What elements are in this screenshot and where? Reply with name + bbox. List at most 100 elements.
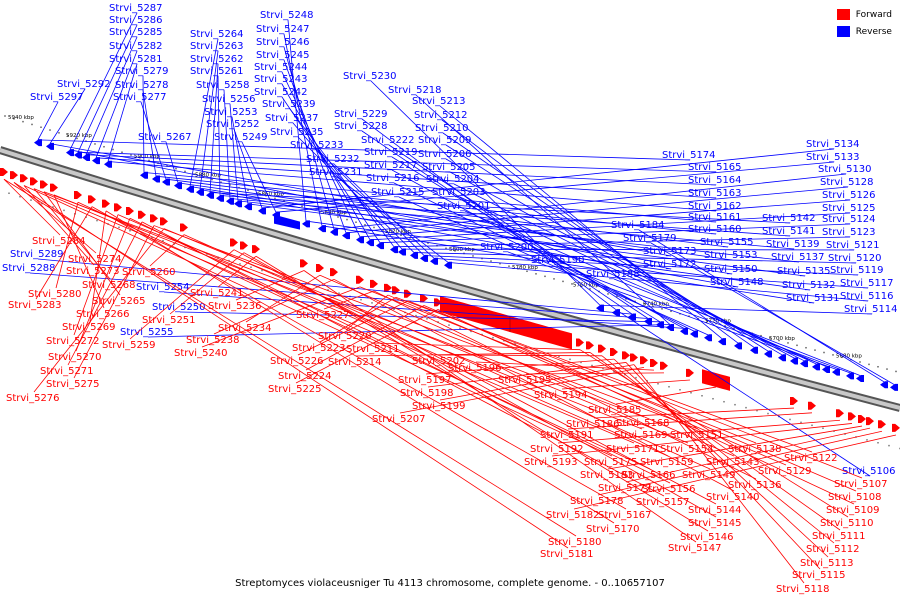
scale-dot [96, 219, 98, 222]
scale-tick-label: 5700 kbp [769, 336, 795, 342]
scale-dot [52, 206, 54, 208]
scale-dot [239, 263, 241, 265]
forward-label-connector [607, 425, 863, 470]
scale-dot [635, 376, 637, 379]
reverse-gene-label: Strvi_5287 [109, 3, 163, 14]
scale-dot [562, 280, 564, 283]
legend: Forward Reverse [836, 6, 892, 40]
reverse-gene-label: Strvi_5114 [844, 304, 898, 315]
forward-gene-label: Strvi_5193 [524, 457, 578, 468]
forward-gene-label: Strvi_5112 [806, 544, 860, 555]
forward-gene-label: Strvi_5159 [640, 457, 694, 468]
reverse-gene-label: Strvi_5267 [138, 132, 192, 143]
scale-dot [129, 229, 131, 232]
reverse-label-connector [433, 257, 869, 289]
reverse-gene-label: Strvi_5235 [270, 127, 324, 138]
reverse-gene-label: Strvi_5210 [415, 123, 469, 134]
forward-label-connector [35, 206, 93, 300]
forward-gene-arrow [180, 223, 188, 232]
reverse-gene-label: Strvi_5229 [334, 109, 388, 120]
forward-gene-arrow [74, 191, 82, 200]
scale-dot [250, 266, 252, 268]
forward-gene-label: Strvi_5240 [174, 348, 228, 359]
reverse-gene-arrow [376, 242, 384, 250]
reverse-gene-label: Strvi_5125 [822, 203, 876, 214]
forward-gene-label: Strvi_5265 [92, 296, 146, 307]
scale-dot [796, 344, 798, 347]
forward-label-connector [439, 364, 635, 401]
forward-gene-label: Strvi_5110 [820, 518, 874, 529]
forward-gene-label: Strvi_5170 [586, 524, 640, 535]
reverse-gene-label: Strvi_5201 [437, 201, 491, 212]
forward-gene-label: Strvi_5236 [208, 301, 262, 312]
scale-dot [31, 123, 33, 126]
scale-dot [103, 145, 105, 148]
reverse-gene-label: Strvi_5231 [309, 167, 363, 178]
forward-gene-label: Strvi_5284 [32, 236, 86, 247]
reverse-label-connector [336, 176, 449, 263]
scale-dot [580, 361, 582, 364]
scale-dot [733, 327, 735, 330]
reverse-gene-label: Strvi_5239 [262, 99, 316, 110]
reverse-gene-arrow [832, 368, 840, 376]
forward-gene-label: Strvi_5181 [540, 549, 594, 560]
forward-gene-arrow [610, 348, 618, 357]
reverse-gene-arrow [226, 197, 234, 205]
reverse-label-connector [615, 309, 871, 477]
reverse-gene-arrow [46, 142, 54, 150]
reverse-label-connector [439, 105, 723, 339]
scale-dot [866, 439, 868, 441]
scale-dot [701, 394, 703, 397]
reverse-gene-label: Strvi_5279 [115, 66, 169, 77]
forward-gene-label: Strvi_5225 [268, 384, 322, 395]
reverse-gene-arrow [152, 175, 160, 183]
reverse-gene-label: Strvi_5162 [688, 201, 742, 212]
scale-tick-label: 5720 kbp [705, 319, 731, 325]
forward-gene-label: Strvi_5122 [784, 453, 838, 464]
reverse-gene-label: Strvi_5126 [822, 190, 876, 201]
reverse-gene-label: Strvi_5163 [688, 188, 742, 199]
reverse-gene-label: Strvi_5218 [388, 85, 442, 96]
reverse-gene-arrow [74, 151, 82, 159]
reverse-label-connector [209, 192, 791, 224]
scale-tick-label: 5860 kbp [258, 191, 284, 197]
scale-dot [544, 275, 546, 278]
forward-label-connector [73, 214, 119, 336]
reverse-gene-label: Strvi_5252 [206, 119, 260, 130]
reverse-label-connector [189, 38, 219, 187]
reverse-gene-label: Strvi_5188 [586, 269, 640, 280]
forward-gene-arrow [150, 214, 158, 223]
reverse-gene-arrow [82, 154, 90, 162]
reverse-gene-arrow [880, 381, 888, 389]
reverse-gene-arrow [750, 346, 758, 354]
reverse-swatch [836, 26, 850, 37]
reverse-gene-label: Strvi_5179 [623, 233, 677, 244]
reverse-gene-arrow [812, 363, 820, 371]
reverse-label-connector [289, 108, 395, 248]
reverse-label-connector [223, 89, 231, 199]
forward-gene-arrow [392, 286, 400, 295]
reverse-gene-label: Strvi_5121 [826, 240, 880, 251]
reverse-label-connector [85, 154, 717, 186]
forward-gene-label: Strvi_5269 [62, 322, 116, 333]
scale-dot [769, 337, 771, 339]
scale-dot [220, 181, 222, 183]
reverse-label-connector [85, 36, 138, 155]
reverse-label-connector [209, 63, 219, 193]
forward-gene-label: Strvi_5227 [296, 310, 350, 321]
forward-label-connector [407, 300, 863, 479]
reverse-label-connector [398, 196, 709, 336]
reverse-gene-label: Strvi_5205 [422, 162, 476, 173]
forward-gene-label: Strvi_5273 [66, 266, 120, 277]
reverse-gene-label: Strvi_5277 [113, 92, 167, 103]
scale-dot [247, 189, 249, 192]
reverse-gene-label: Strvi_5141 [762, 226, 816, 237]
scale-dot [670, 310, 672, 313]
scale-dot [558, 355, 560, 358]
reverse-gene-arrow [420, 254, 428, 262]
scale-dot [877, 441, 879, 444]
reverse-label-connector [638, 229, 885, 383]
forward-gene-arrow [20, 174, 28, 183]
scale-dot [756, 409, 758, 412]
forward-gene-label: Strvi_5147 [668, 543, 722, 554]
